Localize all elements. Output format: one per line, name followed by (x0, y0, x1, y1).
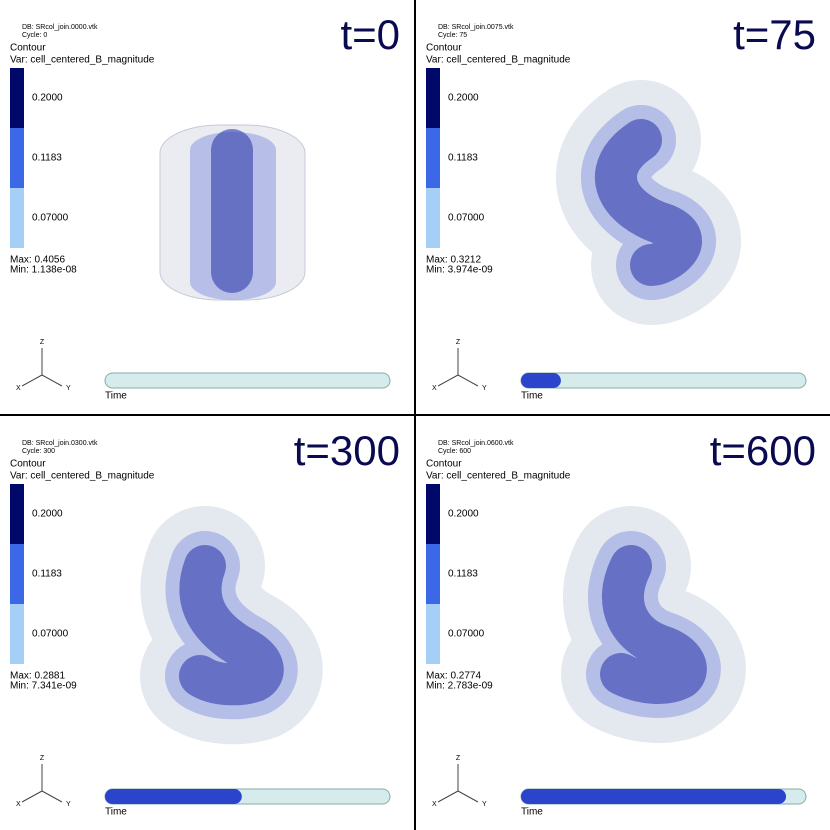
legend-label: 0.1183 (448, 569, 478, 580)
axis-label: Z (456, 339, 461, 346)
time-stamp: t=0 (340, 11, 400, 58)
legend-swatch (426, 604, 440, 664)
inner-surface (179, 545, 284, 706)
axis-label: Y (482, 385, 487, 392)
db-name: DB: SRcol_join.0000.vtk (22, 24, 98, 31)
legend-swatch (10, 128, 24, 188)
legend-swatch (10, 604, 24, 664)
time-label: Time (521, 807, 543, 818)
legend-label: 0.2000 (32, 93, 63, 104)
legend-label: 0.1183 (448, 153, 478, 164)
axis-triad (437, 764, 479, 803)
legend-swatch (426, 68, 440, 128)
legend-label: 0.07000 (448, 213, 485, 224)
min-value: Min: 3.974e-09 (426, 265, 493, 276)
time-stamp: t=300 (294, 427, 400, 474)
max-value: Max: 0.2774 (426, 671, 481, 682)
plot-type: Contour (10, 459, 46, 470)
min-value: Min: 7.341e-09 (10, 681, 77, 692)
legend-swatch (10, 484, 24, 544)
variable: Var: cell_centered_B_magnitude (426, 55, 571, 66)
axis-label: X (432, 385, 437, 392)
variable: Var: cell_centered_B_magnitude (10, 55, 155, 66)
legend-label: 0.2000 (32, 509, 63, 520)
axis-triad (21, 348, 63, 387)
legend-label: 0.07000 (448, 629, 485, 640)
legend-label: 0.1183 (32, 153, 62, 164)
min-value: Min: 2.783e-09 (426, 681, 493, 692)
time-slider-track (520, 372, 807, 389)
legend-label: 0.2000 (448, 93, 479, 104)
cycle: Cycle: 300 (22, 448, 55, 455)
inner-surface (600, 545, 707, 704)
min-value: Min: 1.138e-08 (10, 265, 77, 276)
max-value: Max: 0.2881 (10, 671, 65, 682)
legend-swatch (426, 128, 440, 188)
time-slider-progress (521, 789, 787, 804)
db-name: DB: SRcol_join.0300.vtk (22, 440, 98, 447)
axis-label: Z (456, 755, 461, 762)
max-value: Max: 0.4056 (10, 255, 65, 266)
legend-swatch (10, 188, 24, 248)
legend-swatch (426, 544, 440, 604)
legend-label: 0.07000 (32, 213, 69, 224)
legend-swatch (426, 188, 440, 248)
legend-label: 0.1183 (32, 569, 62, 580)
plot-type: Contour (426, 43, 462, 54)
plot-type: Contour (10, 43, 46, 54)
max-value: Max: 0.3212 (426, 255, 481, 266)
time-slider-track (104, 372, 391, 389)
axis-label: Z (40, 755, 45, 762)
axis-label: X (16, 801, 21, 808)
legend-swatch (426, 484, 440, 544)
variable: Var: cell_centered_B_magnitude (426, 471, 571, 482)
db-name: DB: SRcol_join.0075.vtk (438, 24, 514, 31)
plot-type: Contour (426, 459, 462, 470)
axis-label: X (16, 385, 21, 392)
time-label: Time (105, 807, 127, 818)
cycle: Cycle: 75 (438, 32, 467, 39)
axis-label: Z (40, 339, 45, 346)
axis-label: Y (66, 801, 71, 808)
axis-triad (437, 348, 479, 387)
cycle: Cycle: 0 (22, 32, 47, 39)
legend-swatch (10, 68, 24, 128)
legend-label: 0.07000 (32, 629, 69, 640)
axis-label: Y (66, 385, 71, 392)
time-slider-progress (105, 789, 242, 804)
time-label: Time (105, 391, 127, 402)
axis-triad (21, 764, 63, 803)
variable: Var: cell_centered_B_magnitude (10, 471, 155, 482)
time-stamp: t=600 (710, 427, 816, 474)
legend-label: 0.2000 (448, 509, 479, 520)
cycle: Cycle: 600 (438, 448, 471, 455)
axis-label: X (432, 801, 437, 808)
axis-label: Y (482, 801, 487, 808)
time-slider-progress (521, 373, 561, 388)
inner-surface (595, 119, 702, 286)
time-label: Time (521, 391, 543, 402)
db-name: DB: SRcol_join.0600.vtk (438, 440, 514, 447)
legend-swatch (10, 544, 24, 604)
time-stamp: t=75 (733, 11, 816, 58)
